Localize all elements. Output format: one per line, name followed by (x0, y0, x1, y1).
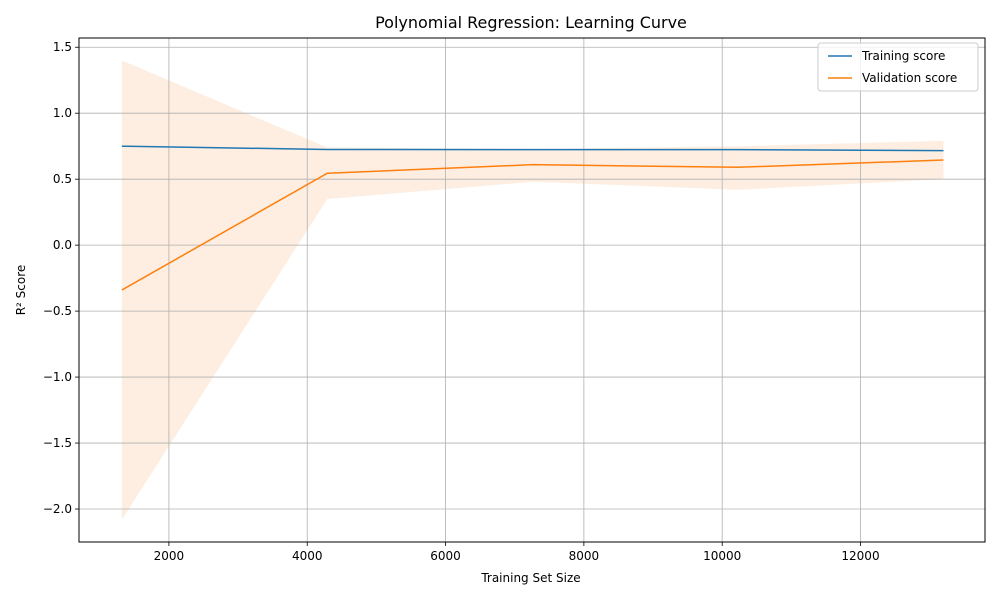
chart-title: Polynomial Regression: Learning Curve (375, 13, 687, 32)
x-axis-ticks: 2000 4000 6000 8000 10000 12000 (154, 542, 880, 563)
y-tick-label: 1.0 (53, 106, 72, 120)
grid-lines (79, 38, 985, 542)
legend: Training score Validation score (817, 42, 979, 92)
series-line-training (121, 145, 944, 152)
y-tick-label: −1.5 (43, 436, 72, 450)
x-tick-label: 2000 (154, 549, 185, 563)
x-tick-label: 4000 (292, 549, 323, 563)
x-axis-label: Training Set Size (480, 571, 580, 585)
x-tick-label: 8000 (569, 549, 600, 563)
series-line-validation (121, 159, 944, 291)
y-tick-label: −0.5 (43, 304, 72, 318)
legend-label-training: Training score (861, 49, 945, 63)
x-tick-label: 10000 (703, 549, 741, 563)
legend-label-validation: Validation score (862, 71, 957, 85)
y-tick-label: 0.5 (53, 172, 72, 186)
y-tick-label: −1.0 (43, 370, 72, 384)
series-lines (121, 145, 944, 291)
y-axis-label: R² Score (14, 265, 28, 316)
y-tick-label: −2.0 (43, 502, 72, 516)
confidence-band-1 (121, 60, 944, 520)
plot-frame (78, 37, 986, 543)
y-tick-label: 0.0 (53, 238, 72, 252)
legend-box (817, 42, 979, 92)
x-tick-label: 12000 (841, 549, 879, 563)
y-axis-ticks: −2.0 −1.5 −1.0 −0.5 0.0 0.5 1.0 1.5 (43, 40, 79, 516)
y-tick-label: 1.5 (53, 40, 72, 54)
x-tick-label: 6000 (430, 549, 461, 563)
confidence-bands (121, 60, 944, 520)
